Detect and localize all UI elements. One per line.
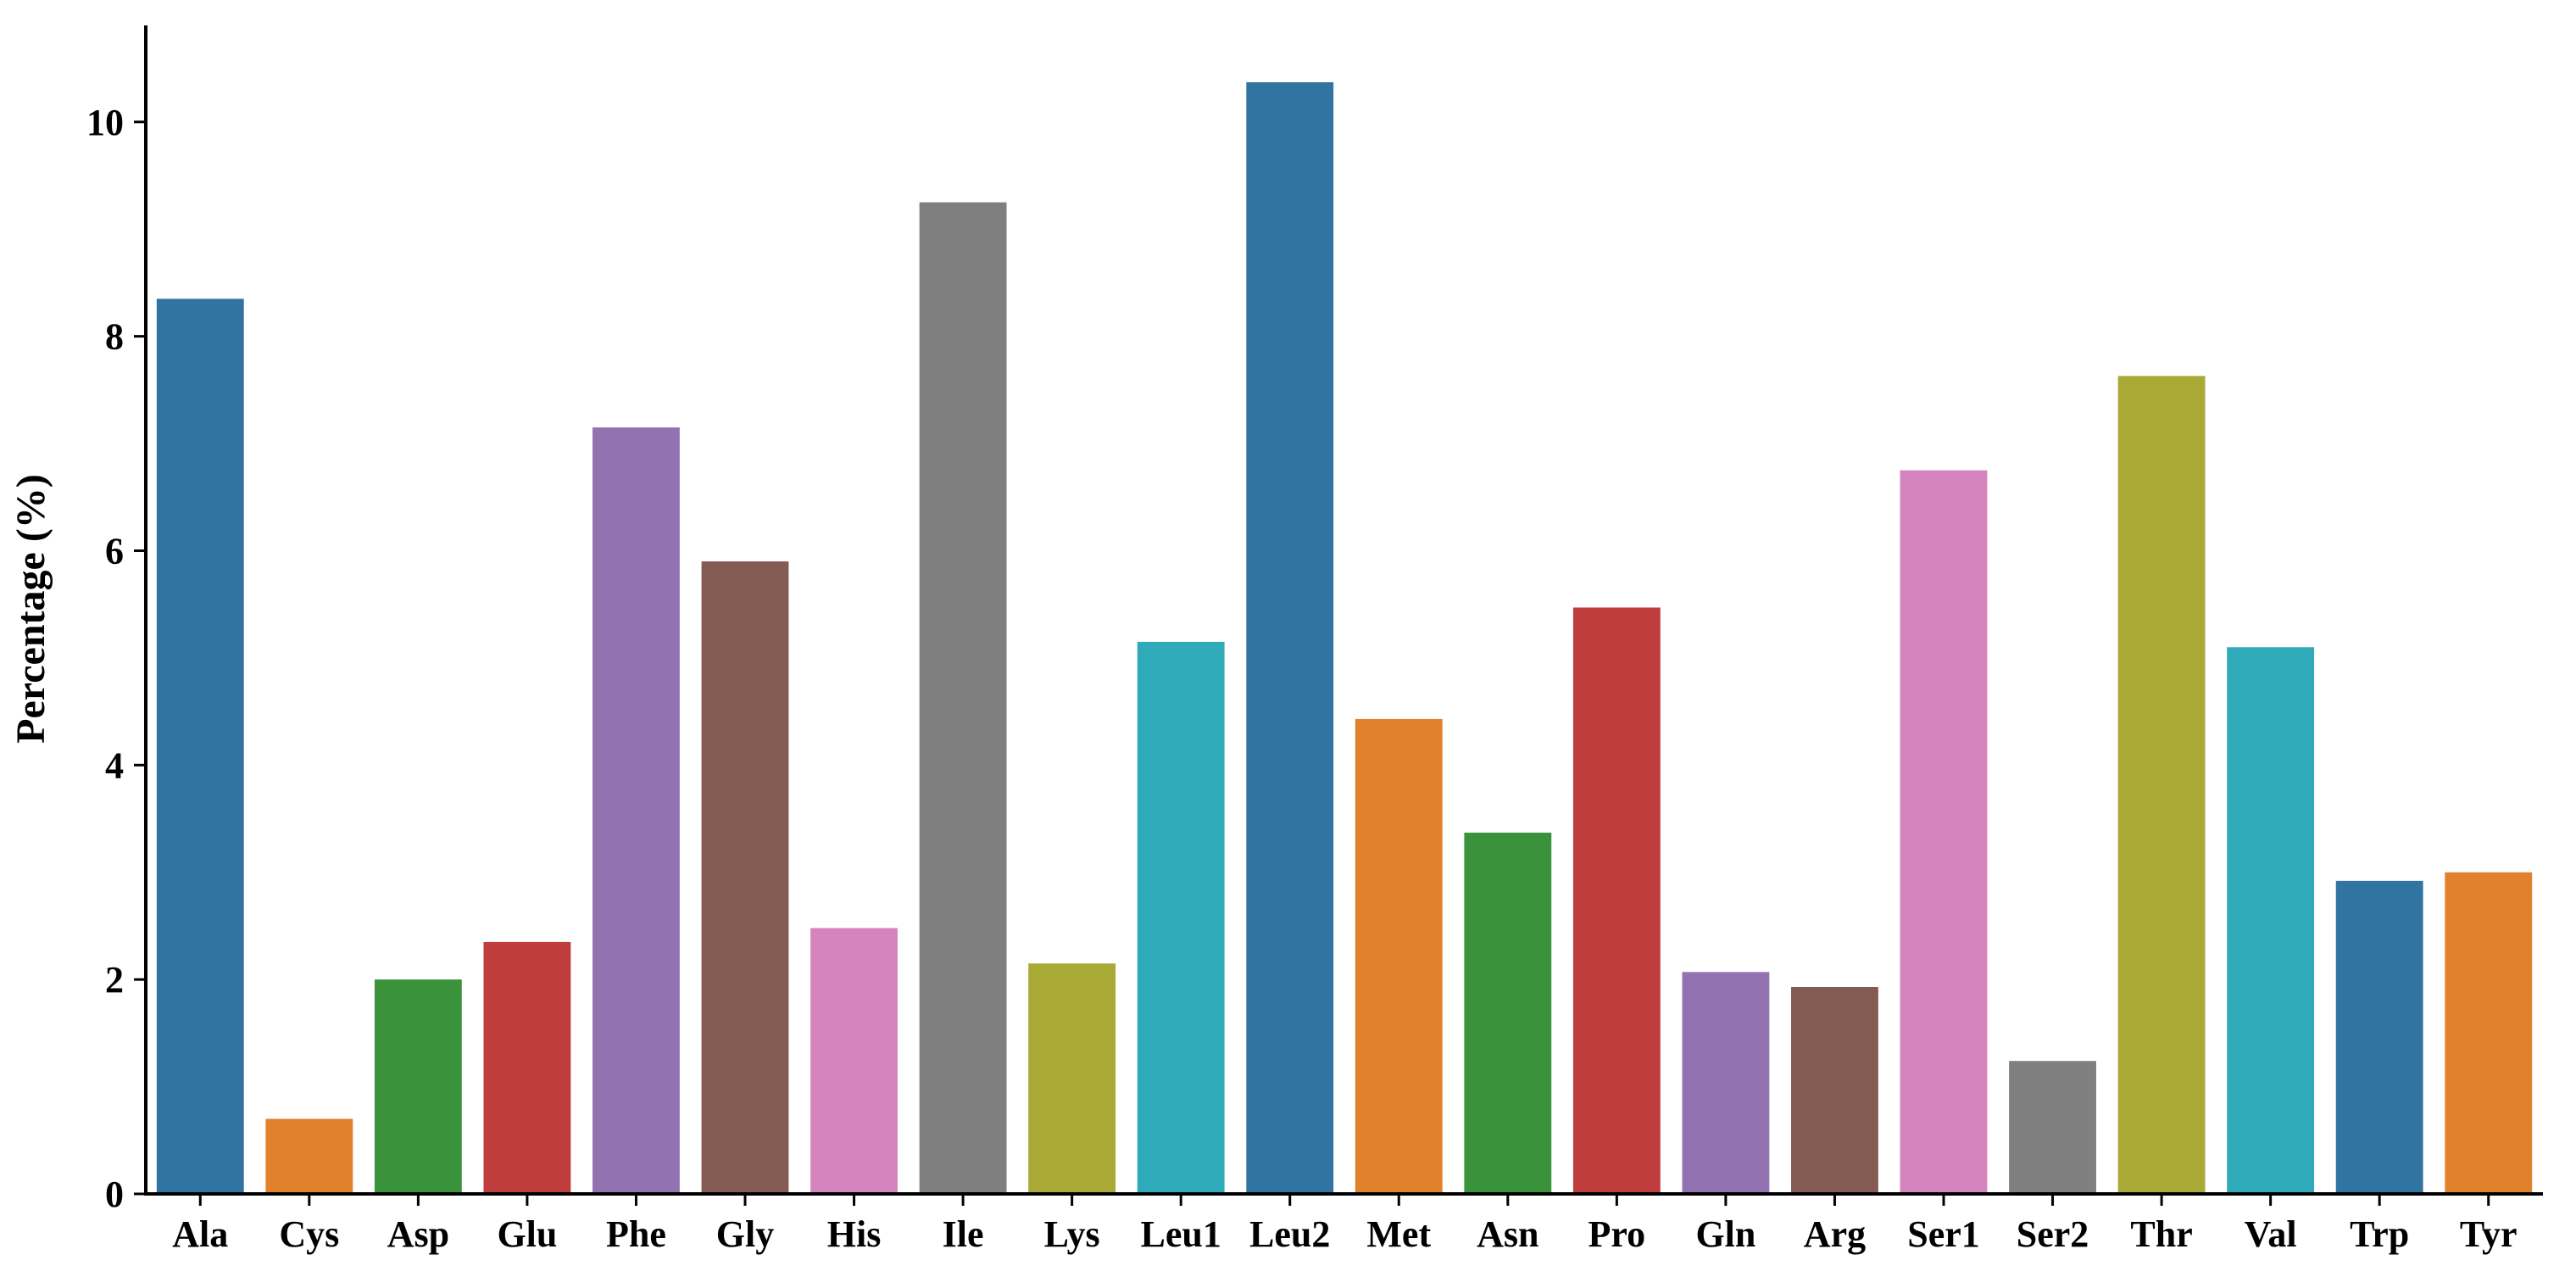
y-axis-title: Percentage (%) — [8, 474, 53, 744]
bar-tyr — [2445, 872, 2533, 1194]
x-axis: Ala Cys Asp Glu Phe Gly His Ile Lys Leu1 Leu2 Met As… — [146, 1192, 2543, 1255]
bar-gly — [701, 561, 789, 1194]
x-tick-label: Tyr — [2460, 1213, 2518, 1255]
x-tick-label: Leu2 — [1249, 1213, 1330, 1255]
x-tick-label: Ala — [172, 1213, 228, 1255]
x-tick-label: Ser2 — [2017, 1213, 2089, 1255]
y-tick-label: 6 — [105, 530, 124, 572]
bar-ile — [919, 202, 1007, 1195]
x-tick-label: Gly — [716, 1213, 774, 1255]
x-tick-label: Arg — [1804, 1213, 1866, 1255]
y-tick-label: 2 — [105, 959, 124, 1001]
x-tick-label: Asp — [387, 1213, 449, 1255]
bar-leu2 — [1246, 82, 1334, 1195]
x-tick-label: Trp — [2350, 1213, 2409, 1255]
bar-leu1 — [1137, 641, 1225, 1194]
bar-ser1 — [1900, 470, 1988, 1194]
bar-arg — [1791, 987, 1878, 1194]
x-tick-label: Met — [1366, 1213, 1431, 1255]
bar-ala — [156, 298, 244, 1194]
x-tick-label: Leu1 — [1141, 1213, 1221, 1255]
x-tick-label: Ser1 — [1907, 1213, 1980, 1255]
x-tick-label: Cys — [279, 1213, 339, 1255]
bar-gln — [1682, 972, 1770, 1194]
x-tick-label: Asn — [1477, 1213, 1538, 1255]
bar-lys — [1028, 963, 1116, 1194]
x-tick-label: Phe — [606, 1213, 666, 1255]
y-tick-label: 4 — [105, 744, 124, 786]
bar-ser2 — [2009, 1061, 2096, 1194]
x-tick-label: Glu — [497, 1213, 557, 1255]
x-tick-label: Thr — [2130, 1213, 2192, 1255]
bar-glu — [483, 941, 571, 1194]
x-tick-label: Gln — [1695, 1213, 1755, 1255]
bar-cys — [265, 1118, 353, 1194]
x-tick-label: Ile — [943, 1213, 984, 1255]
bar-asp — [374, 979, 462, 1194]
x-tick-label: Val — [2245, 1213, 2297, 1255]
y-tick-label: 0 — [105, 1174, 124, 1215]
bar-val — [2227, 647, 2315, 1194]
y-tick-label: 8 — [105, 316, 124, 358]
y-tick-label: 10 — [86, 102, 124, 143]
x-tick-label: His — [827, 1213, 882, 1255]
y-axis: 0 2 4 6 8 10 — [86, 25, 147, 1215]
x-tick-label: Pro — [1588, 1213, 1646, 1255]
bar-his — [810, 928, 898, 1194]
x-tick-label: Lys — [1044, 1213, 1100, 1255]
bar-asn — [1464, 832, 1552, 1194]
bar-trp — [2335, 880, 2423, 1194]
bar-phe — [593, 427, 680, 1194]
bars-group — [156, 82, 2533, 1195]
bar-pro — [1572, 607, 1661, 1194]
bar-met — [1355, 718, 1443, 1194]
bar-thr — [2117, 376, 2206, 1194]
